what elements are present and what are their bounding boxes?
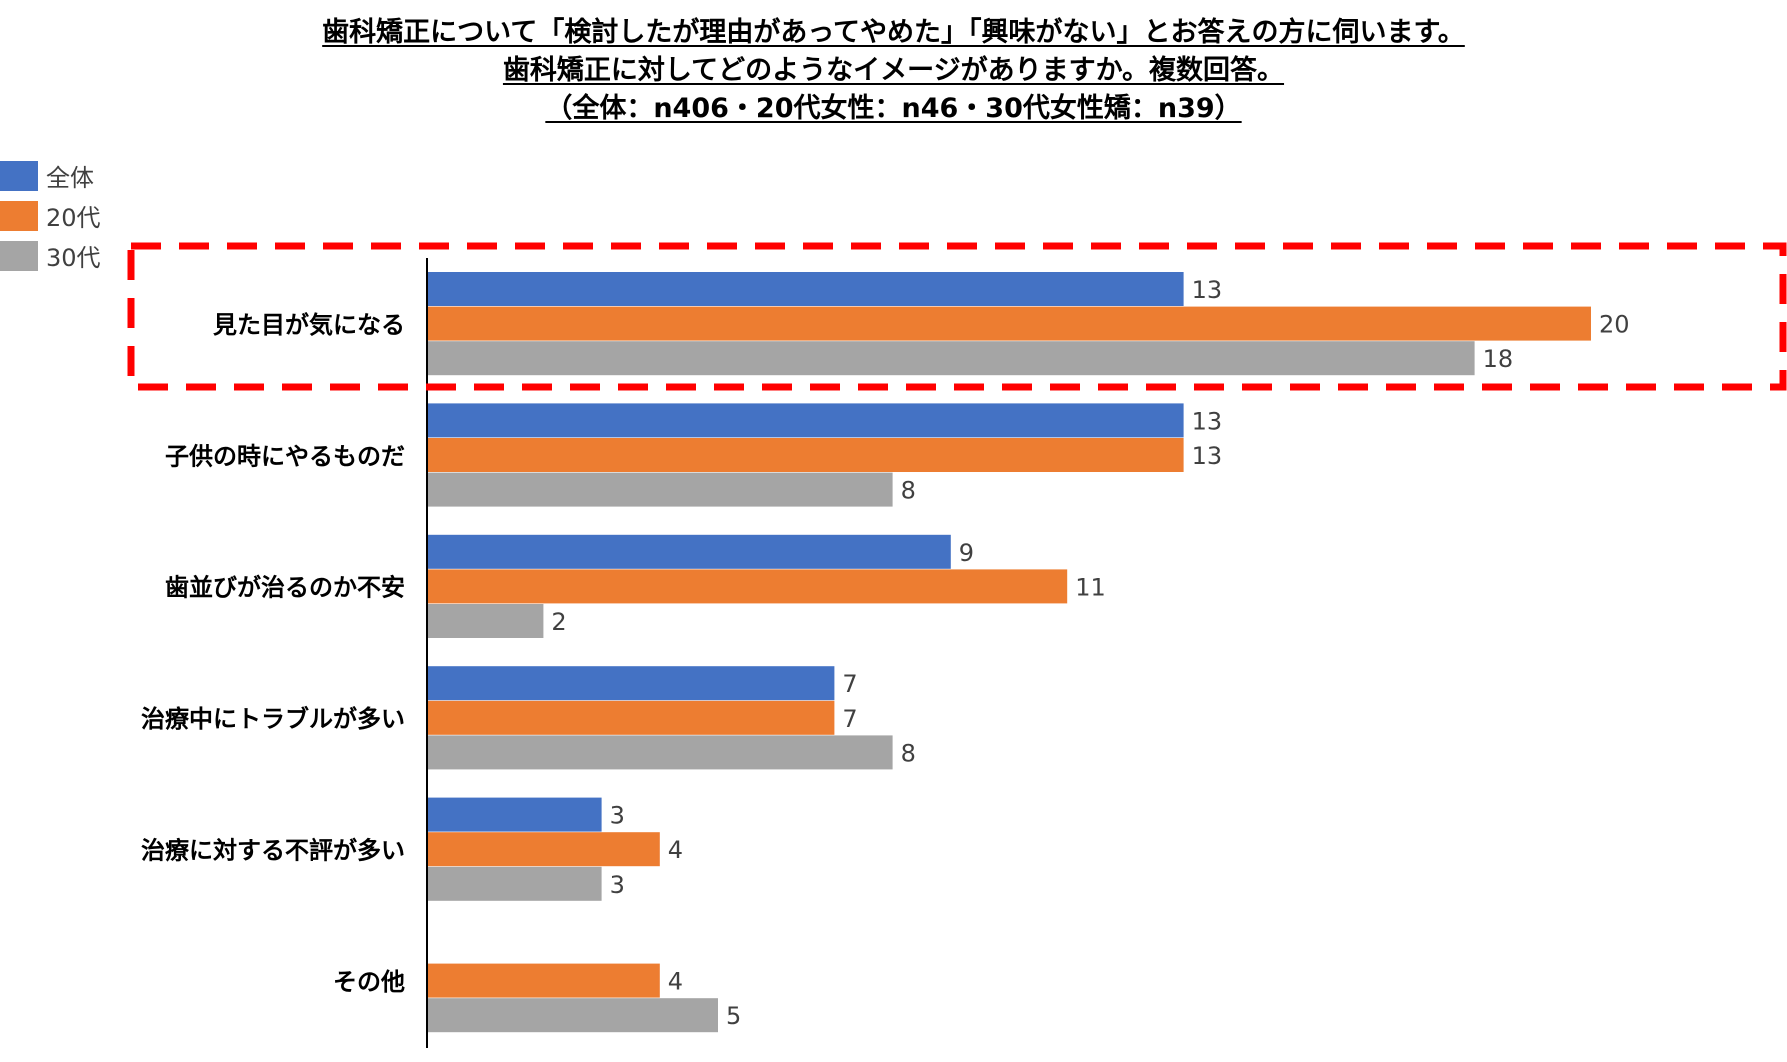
bar-4-2 xyxy=(427,866,602,901)
bar-0-2 xyxy=(427,341,1475,376)
value-label-0-1: 20 xyxy=(1599,311,1630,339)
bar-3-0 xyxy=(427,666,835,701)
legend: 全体 20代 30代 xyxy=(0,161,101,272)
bar-2-2 xyxy=(427,604,544,638)
value-label-2-2: 2 xyxy=(551,608,566,636)
bar-1-0 xyxy=(427,403,1184,438)
category-label-3: 治療中にトラブルが多い xyxy=(141,705,405,733)
value-label-4-0: 3 xyxy=(610,802,625,830)
bar-0-1 xyxy=(427,306,1591,341)
bar-1-1 xyxy=(427,438,1184,472)
value-label-0-2: 18 xyxy=(1483,345,1514,373)
chart-title: 歯科矯正について「検討したが理由があってやめた」「興味がない」とお答えの方に伺い… xyxy=(0,14,1787,128)
legend-swatch-0 xyxy=(0,161,38,191)
value-label-2-0: 9 xyxy=(959,539,974,567)
chart-title-line-1: 歯科矯正について「検討したが理由があってやめた」「興味がない」とお答えの方に伺い… xyxy=(322,17,1465,48)
bar-4-1 xyxy=(427,832,660,867)
bar-3-2 xyxy=(427,735,893,770)
value-label-2-1: 11 xyxy=(1075,573,1106,601)
value-label-0-0: 13 xyxy=(1192,276,1223,304)
value-label-3-1: 7 xyxy=(842,705,857,733)
bar-0-0 xyxy=(427,272,1184,306)
chart-title-line-3: （全体：n406・20代女性：n46・30代女性矯：n39） xyxy=(545,93,1242,124)
bar-2-0 xyxy=(427,534,951,569)
value-label-1-1: 13 xyxy=(1192,442,1223,470)
value-label-5-2: 5 xyxy=(726,1002,741,1030)
bar-4-0 xyxy=(427,797,602,832)
value-label-1-0: 13 xyxy=(1192,407,1223,435)
category-label-4: 治療に対する不評が多い xyxy=(141,837,405,865)
value-label-4-1: 4 xyxy=(668,836,683,864)
category-label-2: 歯並びが治るのか不安 xyxy=(165,574,405,602)
value-label-1-2: 8 xyxy=(901,477,916,505)
bar-1-2 xyxy=(427,472,893,507)
bar-2-1 xyxy=(427,569,1068,604)
value-label-3-0: 7 xyxy=(842,670,857,698)
chart-title-line-2: 歯科矯正に対してどのようなイメージがありますか。複数回答。 xyxy=(502,55,1285,86)
bar-series-group xyxy=(427,272,1591,1033)
legend-label-2: 30代 xyxy=(46,244,101,272)
value-label-3-2: 8 xyxy=(901,739,916,767)
highlight-box xyxy=(127,242,1787,391)
bar-5-2 xyxy=(427,998,718,1033)
legend-swatch-1 xyxy=(0,201,38,231)
category-label-5: その他 xyxy=(333,968,405,996)
value-label-4-2: 3 xyxy=(610,871,625,899)
category-label-1: 子供の時にやるものだ xyxy=(165,442,405,470)
category-label-group: 見た目が気になる子供の時にやるものだ歯並びが治るのか不安治療中にトラブルが多い治… xyxy=(141,311,405,996)
category-label-0: 見た目が気になる xyxy=(213,311,405,339)
value-label-5-1: 4 xyxy=(668,968,683,996)
value-label-group: 13 20 18 13 13 8 9 11 2 7 7 8 3 4 3 4 5 xyxy=(551,276,1629,1030)
legend-label-0: 全体 xyxy=(46,164,94,192)
bar-3-1 xyxy=(427,700,835,735)
legend-swatch-2 xyxy=(0,241,38,271)
legend-label-1: 20代 xyxy=(46,204,101,232)
bar-5-1 xyxy=(427,963,660,998)
